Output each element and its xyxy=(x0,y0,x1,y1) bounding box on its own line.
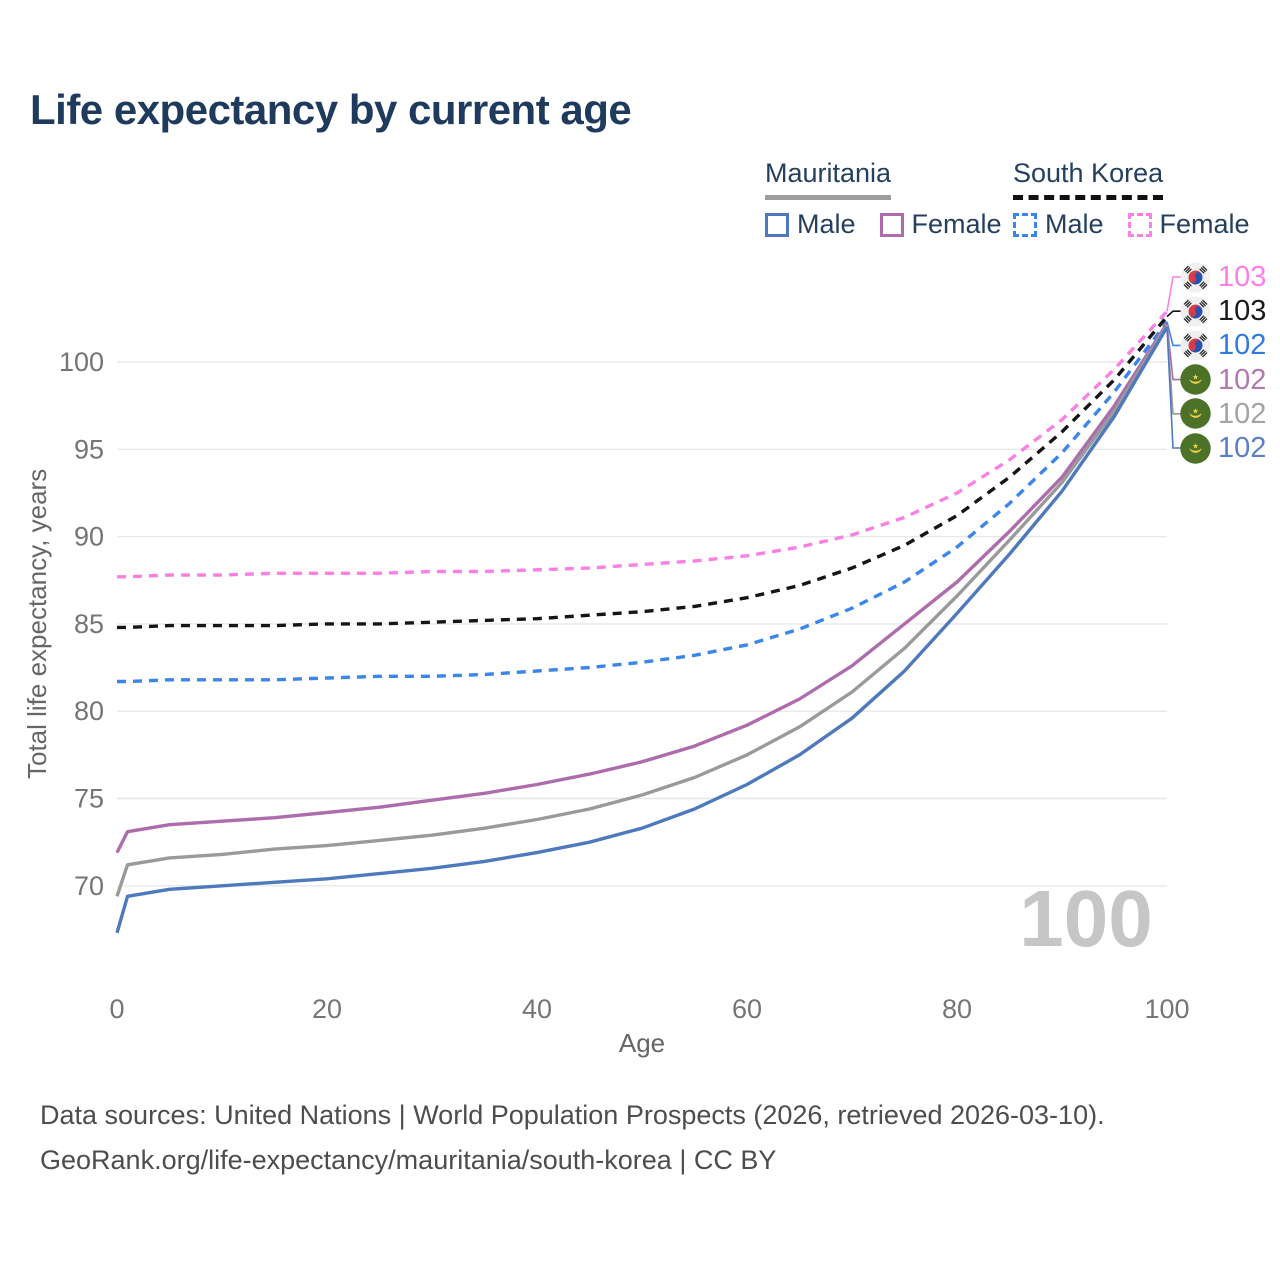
chart-line-mauritania-both[interactable] xyxy=(115,324,1169,897)
legend-item-label: Male xyxy=(1045,209,1104,239)
chart-line-mauritania-male[interactable] xyxy=(115,326,1169,934)
x-tick-label: 80 xyxy=(942,994,972,1024)
footer-url: GeoRank.org/life-expectancy/mauritania/s… xyxy=(40,1145,777,1175)
legend-swatch-mauritania-male[interactable] xyxy=(765,212,789,237)
legend-item-mauritania-female[interactable]: Female xyxy=(879,209,1002,240)
label-connector xyxy=(1166,276,1182,312)
legend-item-label: Female xyxy=(911,209,1002,239)
chart-line-south-korea-both[interactable] xyxy=(117,315,1169,630)
label-connector xyxy=(1166,310,1182,318)
footer-data-sources: Data sources: United Nations | World Pop… xyxy=(40,1100,1105,1130)
legend-item-label: Female xyxy=(1159,209,1250,239)
legend-group-south-korea: South Korea Male Female xyxy=(1013,158,1250,240)
y-tick-label: 80 xyxy=(74,696,104,726)
y-tick-label: 95 xyxy=(74,434,104,464)
legend-swatch-south-korea-male[interactable] xyxy=(1013,212,1037,237)
page-title: Life expectancy by current age xyxy=(30,86,632,133)
chart-line-south-korea-female[interactable] xyxy=(117,310,1169,579)
legend-item-mauritania-male[interactable]: Male xyxy=(765,209,856,240)
y-tick-label: 100 xyxy=(59,347,104,377)
legend-swatch-south-korea-female[interactable] xyxy=(1127,212,1152,237)
y-axis-title: Total life expectancy, years xyxy=(22,469,52,779)
legend-country-mauritania[interactable]: Mauritania xyxy=(765,158,892,200)
legend-swatch-mauritania-female[interactable] xyxy=(879,212,904,237)
y-tick-label: 85 xyxy=(74,609,104,639)
y-tick-label: 90 xyxy=(74,522,104,552)
y-tick-label: 70 xyxy=(74,871,104,901)
x-tick-label: 100 xyxy=(1144,994,1189,1024)
label-connector xyxy=(1166,323,1182,381)
x-tick-label: 40 xyxy=(522,994,552,1024)
legend-group-mauritania: Mauritania Male Female xyxy=(765,158,1002,240)
chart-line-mauritania-female[interactable] xyxy=(115,322,1169,854)
x-axis-title: Age xyxy=(619,1028,665,1058)
legend-country-south-korea[interactable]: South Korea xyxy=(1013,158,1164,200)
chart-line-south-korea-male[interactable] xyxy=(117,320,1169,684)
age-watermark: 100 xyxy=(1019,874,1152,963)
x-tick-label: 60 xyxy=(732,994,762,1024)
footer: Data sources: United Nations | World Pop… xyxy=(40,1100,1105,1190)
x-tick-label: 0 xyxy=(109,994,124,1024)
label-connector xyxy=(1166,327,1182,449)
label-connector xyxy=(1166,321,1182,347)
y-tick-label: 75 xyxy=(74,784,104,814)
legend-item-label: Male xyxy=(797,209,856,239)
x-tick-label: 20 xyxy=(312,994,342,1024)
legend-item-south-korea-female[interactable]: Female xyxy=(1127,209,1250,240)
legend-item-south-korea-male[interactable]: Male xyxy=(1013,209,1104,240)
